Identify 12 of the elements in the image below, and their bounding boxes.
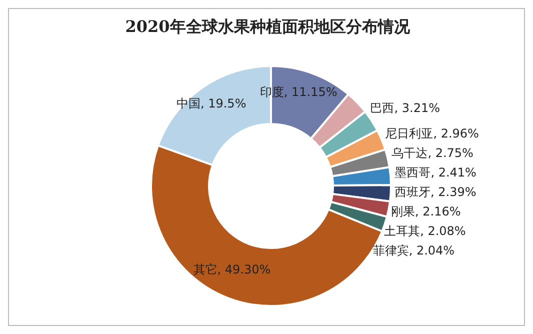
slice-label: 土耳其, 2.08% (384, 224, 466, 238)
slice-label: 菲律宾, 2.04% (372, 244, 455, 258)
slice-label: 刚果, 2.16% (391, 204, 461, 218)
chart-title: 2020年全球水果种植面积地区分布情况 (124, 17, 411, 38)
slice-label: 印度, 11.15% (260, 84, 338, 99)
slice-label: 墨西哥, 2.41% (394, 166, 476, 180)
slice-label: 西班牙, 2.39% (394, 185, 476, 199)
slice-label: 尼日利亚, 2.96% (385, 126, 479, 140)
slice-label: 乌干达, 2.75% (392, 146, 474, 160)
slice-label: 其它, 49.30% (193, 262, 271, 277)
slice-label: 中国, 19.5% (176, 96, 246, 110)
slice-label: 巴西, 3.21% (370, 101, 440, 115)
